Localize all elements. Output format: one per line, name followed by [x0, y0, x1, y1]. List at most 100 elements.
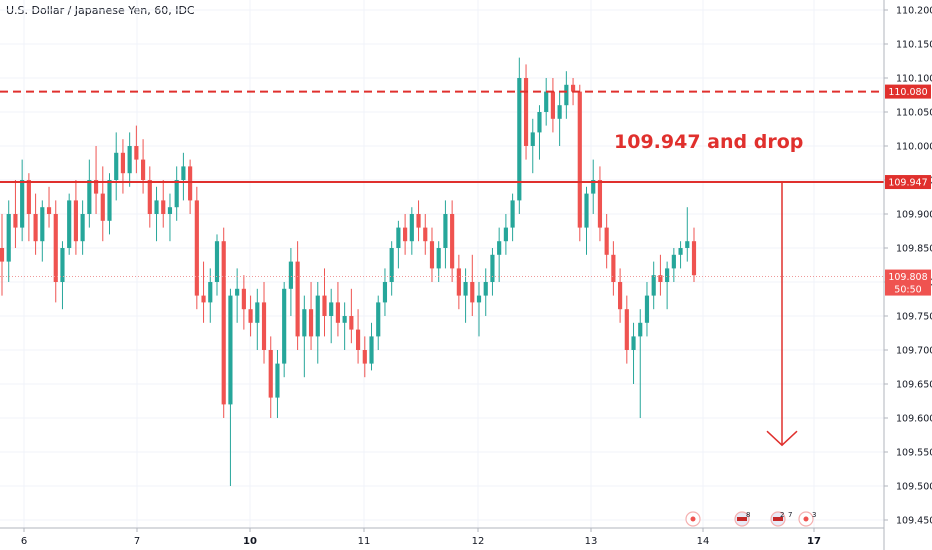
- candle: [255, 288, 260, 350]
- candle: [503, 214, 508, 255]
- candle: [221, 227, 226, 418]
- x-tick-label: 6: [21, 536, 27, 547]
- price-axis[interactable]: 110.200 110.150 110.100 110.050 110.000 109.9…: [883, 0, 932, 550]
- candle: [557, 91, 562, 146]
- candle-body: [194, 200, 199, 296]
- candle-body: [167, 207, 173, 214]
- candle-body: [13, 214, 18, 228]
- x-tick-label: 17: [807, 536, 821, 547]
- y-tick-label: 109.500: [896, 482, 932, 493]
- candle-body: [376, 302, 381, 337]
- candle-body: [255, 302, 260, 323]
- y-tick-label: 110.150: [896, 40, 932, 51]
- candle-body: [322, 295, 327, 316]
- chart-grid: [0, 0, 884, 528]
- current-price-badge[interactable]: [885, 269, 931, 296]
- candle-body: [295, 261, 300, 337]
- candle: [665, 261, 670, 310]
- candle: [436, 241, 441, 282]
- candle-body: [33, 214, 38, 242]
- horizontal-levels[interactable]: [0, 90, 884, 278]
- candle: [100, 166, 105, 242]
- annotation-group[interactable]: 109.947 and drop: [614, 131, 803, 447]
- bar-countdown: 50:50: [894, 285, 921, 296]
- candle-body: [201, 295, 206, 303]
- level-badge-label: 110.080: [888, 87, 927, 98]
- candle: [403, 214, 408, 255]
- candle: [188, 159, 193, 214]
- candle-body: [691, 241, 697, 276]
- y-tick-label: 109.550: [896, 448, 932, 459]
- candle-body: [127, 146, 132, 174]
- event-marker[interactable]: [685, 511, 701, 527]
- candle: [443, 200, 448, 269]
- candle-body: [678, 248, 683, 255]
- candle: [389, 241, 394, 296]
- candle-body: [618, 282, 623, 310]
- candle-body: [46, 207, 52, 214]
- event-marker[interactable]: 3: [798, 511, 816, 527]
- level-badge[interactable]: [885, 84, 931, 99]
- candle-body: [503, 227, 508, 242]
- candle: [46, 186, 52, 228]
- us-flag-event-marker[interactable]: 8: [734, 511, 750, 527]
- drop-arrow-head[interactable]: [766, 430, 798, 447]
- candle-body: [665, 268, 670, 282]
- candle-body: [463, 282, 468, 296]
- candle-body: [335, 302, 341, 323]
- candle: [376, 295, 381, 350]
- x-tick-label: 13: [585, 536, 598, 547]
- candle: [20, 159, 25, 242]
- candle-body: [517, 78, 522, 201]
- candle-body: [268, 350, 273, 398]
- candle: [523, 64, 529, 160]
- candle-body: [584, 193, 589, 228]
- candle: [167, 193, 173, 242]
- event-count: 2: [780, 511, 784, 519]
- candle: [510, 193, 515, 242]
- candle-body: [685, 241, 690, 248]
- candle-body: [577, 91, 582, 228]
- candle: [315, 282, 320, 364]
- candle-body: [523, 78, 529, 146]
- candle: [497, 227, 502, 282]
- candle-body: [382, 282, 388, 303]
- candle: [241, 275, 246, 330]
- candle: [537, 105, 542, 160]
- candle-body: [416, 214, 421, 228]
- x-tick-label: 7: [134, 536, 140, 547]
- level-badge[interactable]: [885, 175, 931, 190]
- candle: [671, 248, 676, 282]
- candle-body: [147, 180, 152, 214]
- y-tick-label: 109.900: [896, 210, 932, 221]
- candle-body: [248, 309, 253, 323]
- candle-body: [443, 214, 448, 248]
- candle: [114, 132, 119, 201]
- candle: [181, 152, 186, 201]
- y-tick-label: 110.200: [896, 6, 932, 17]
- candle: [678, 241, 683, 269]
- candle-body: [93, 180, 99, 194]
- candle-body: [497, 241, 502, 255]
- candle-body: [120, 152, 126, 174]
- candle: [214, 234, 220, 296]
- candle: [80, 200, 85, 255]
- candle: [201, 261, 206, 323]
- annotation-text[interactable]: 109.947 and drop: [614, 131, 803, 153]
- candle-body: [530, 132, 535, 146]
- flag-stripe: [737, 517, 747, 521]
- candle: [308, 282, 314, 350]
- candle: [329, 288, 334, 344]
- candle: [490, 248, 495, 296]
- candle-body: [53, 214, 58, 282]
- candle: [450, 200, 455, 282]
- event-count: 8: [746, 511, 750, 519]
- candle: [208, 268, 213, 323]
- candle: [13, 180, 18, 248]
- candle: [73, 180, 78, 255]
- candle: [369, 322, 374, 371]
- time-axis[interactable]: 6 7 10 11 12 13 14 17: [0, 527, 884, 547]
